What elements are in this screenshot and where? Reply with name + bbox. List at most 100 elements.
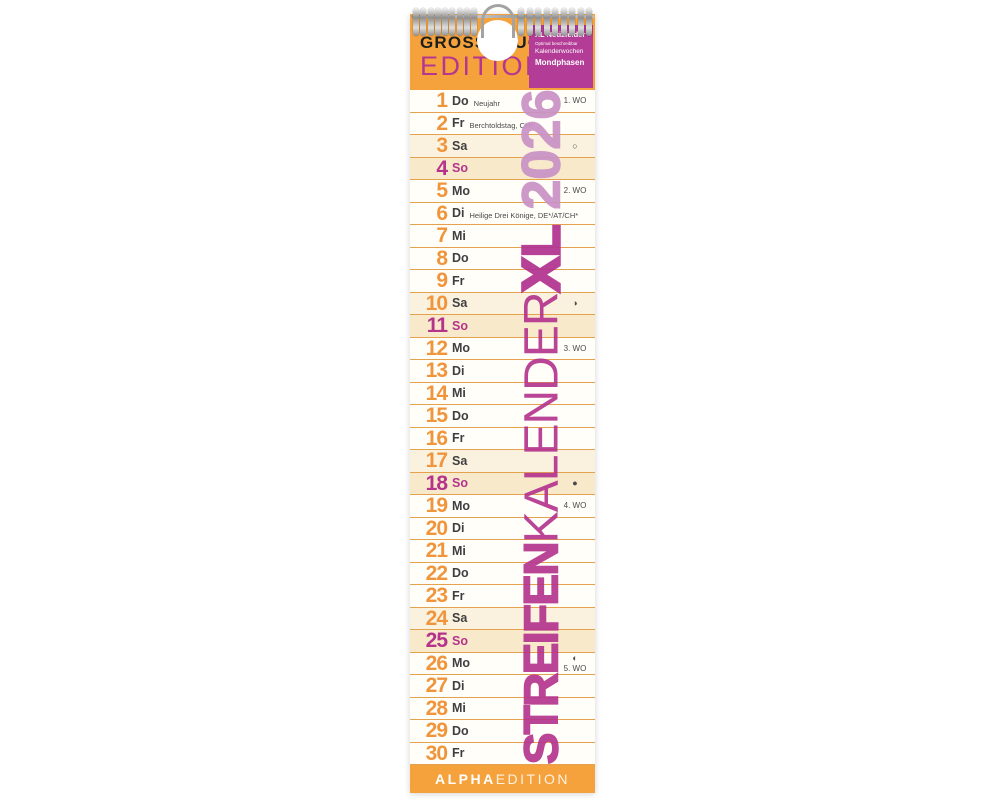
calendar-day-row: 8 Do: [410, 246, 595, 270]
day-abbr: Di: [452, 206, 465, 220]
calendar-day-row: 20 Di: [410, 517, 595, 540]
day-abbr: Mi: [452, 228, 466, 243]
day-abbr: So: [452, 633, 468, 648]
day-abbr: Do: [452, 566, 469, 580]
day-abbr: Do: [452, 408, 469, 423]
day-number: 18: [425, 471, 448, 495]
calendar-day-row: 6 Di Heilige Drei Könige, DE*/AT/CH*: [410, 202, 595, 225]
day-abbr: Mo: [452, 656, 471, 670]
day-abbr: So: [452, 161, 468, 175]
row-right-zone: [557, 675, 593, 697]
calendar-strip: GROSSDRUCK EDITION XL Notizfelder Optima…: [410, 4, 595, 793]
spiral-loop: [535, 8, 541, 36]
calendar-day-row: 9 Fr: [410, 270, 595, 293]
spiral-loop: [577, 8, 584, 36]
hanger-hook-icon: [481, 4, 515, 38]
calendar-rows: 1 Do Neujahr 1. WO 2 Fr Berchtoldstag, C…: [410, 90, 595, 765]
spiral-loop: [420, 8, 427, 36]
calendar-day-row: 28 Mi: [410, 696, 595, 720]
day-abbr: Fr: [452, 431, 465, 445]
calendar-day-row: 18 So ●: [410, 471, 595, 495]
day-abbr: Mo: [452, 341, 471, 355]
spiral-loop: [552, 8, 558, 36]
holiday-label: Berchtoldstag, CH*: [469, 121, 534, 131]
day-number: 26: [425, 651, 448, 675]
moon-phase-icon: ◐: [572, 653, 578, 664]
edition-label: EDITION: [420, 51, 548, 81]
calendar-day-row: 1 Do Neujahr 1. WO: [410, 90, 595, 113]
calendar-day-row: 15 Do: [410, 405, 595, 428]
row-right-zone: [557, 518, 593, 540]
day-number: 22: [425, 561, 448, 585]
spiral-loops-right: [518, 8, 592, 36]
day-number: 12: [425, 336, 448, 360]
calendar-day-row: 29 Do: [410, 720, 595, 743]
day-number: 3: [436, 134, 448, 158]
row-right-zone: [557, 540, 593, 562]
day-number: 28: [425, 696, 448, 720]
week-number-label: 2. WO: [563, 186, 587, 196]
spiral-loop: [463, 8, 470, 36]
row-right-zone: [557, 698, 593, 720]
day-number: 17: [425, 449, 448, 473]
day-number: 4: [436, 156, 448, 180]
calendar-day-row: 25 So: [410, 630, 595, 653]
day-number: 29: [425, 719, 448, 743]
day-number: 9: [436, 269, 448, 293]
info-notizfelder: XL Notizfelder: [535, 30, 586, 39]
day-abbr: Di: [452, 363, 465, 378]
row-right-zone: [557, 630, 593, 652]
calendar-day-row: 24 Sa: [410, 607, 595, 630]
row-right-zone: [557, 158, 593, 180]
day-abbr: Do: [452, 251, 469, 265]
row-right-zone: [557, 248, 593, 270]
row-right-zone: [557, 270, 593, 292]
day-abbr: Sa: [452, 138, 468, 153]
row-right-zone: [557, 585, 593, 607]
day-abbr: Mi: [452, 701, 466, 715]
calendar-day-row: 13 Di: [410, 360, 595, 383]
week-number-label: 4. WO: [563, 501, 587, 511]
day-number: 8: [436, 246, 448, 270]
day-number: 10: [425, 291, 448, 315]
day-number: 30: [425, 741, 448, 765]
row-right-zone: ◐ 5. WO: [557, 653, 593, 675]
day-abbr: Mi: [452, 543, 466, 558]
moon-phase-icon: ●: [572, 478, 578, 489]
info-beschreibbar: Optimal beschreibbar: [535, 40, 578, 46]
row-right-zone: ◑: [557, 293, 593, 315]
day-number: 16: [425, 426, 448, 450]
day-abbr: So: [452, 318, 468, 333]
day-abbr: Mo: [452, 183, 471, 198]
calendar-day-row: 7 Mi: [410, 225, 595, 248]
calendar-day-row: 30 Fr: [410, 741, 595, 765]
row-right-zone: [557, 113, 593, 135]
spiral-loop: [471, 8, 477, 36]
spiral-loop: [586, 8, 592, 36]
info-mondphasen: Mondphasen: [535, 57, 585, 67]
day-abbr: Mo: [452, 498, 471, 513]
alpha-logo-light: EDITION: [495, 771, 570, 787]
week-number-label: 3. WO: [563, 343, 587, 353]
spiral-loop: [427, 8, 434, 36]
day-number: 19: [425, 494, 448, 518]
calendar-day-row: 23 Fr: [410, 585, 595, 608]
spiral-loop: [413, 8, 419, 36]
calendar-day-row: 10 Sa ◑: [410, 291, 595, 315]
day-number: 23: [425, 584, 448, 608]
calendar-day-row: 11 So: [410, 315, 595, 338]
calendar-day-row: 22 Do: [410, 561, 595, 585]
holiday-label: Neujahr: [473, 98, 500, 108]
spiral-loop: [526, 8, 533, 36]
calendar-day-row: 2 Fr Berchtoldstag, CH*: [410, 112, 595, 135]
row-right-zone: [557, 428, 593, 450]
day-number: 1: [436, 89, 448, 113]
row-right-zone: [557, 450, 593, 472]
spiral-loop: [434, 8, 441, 36]
week-number-label: 5. WO: [563, 663, 587, 673]
row-right-zone: [557, 405, 593, 427]
row-right-zone: 1. WO: [557, 90, 593, 112]
calendar-footer: ALPHA EDITION: [410, 765, 595, 793]
row-right-zone: [557, 608, 593, 630]
day-abbr: Sa: [452, 453, 468, 468]
